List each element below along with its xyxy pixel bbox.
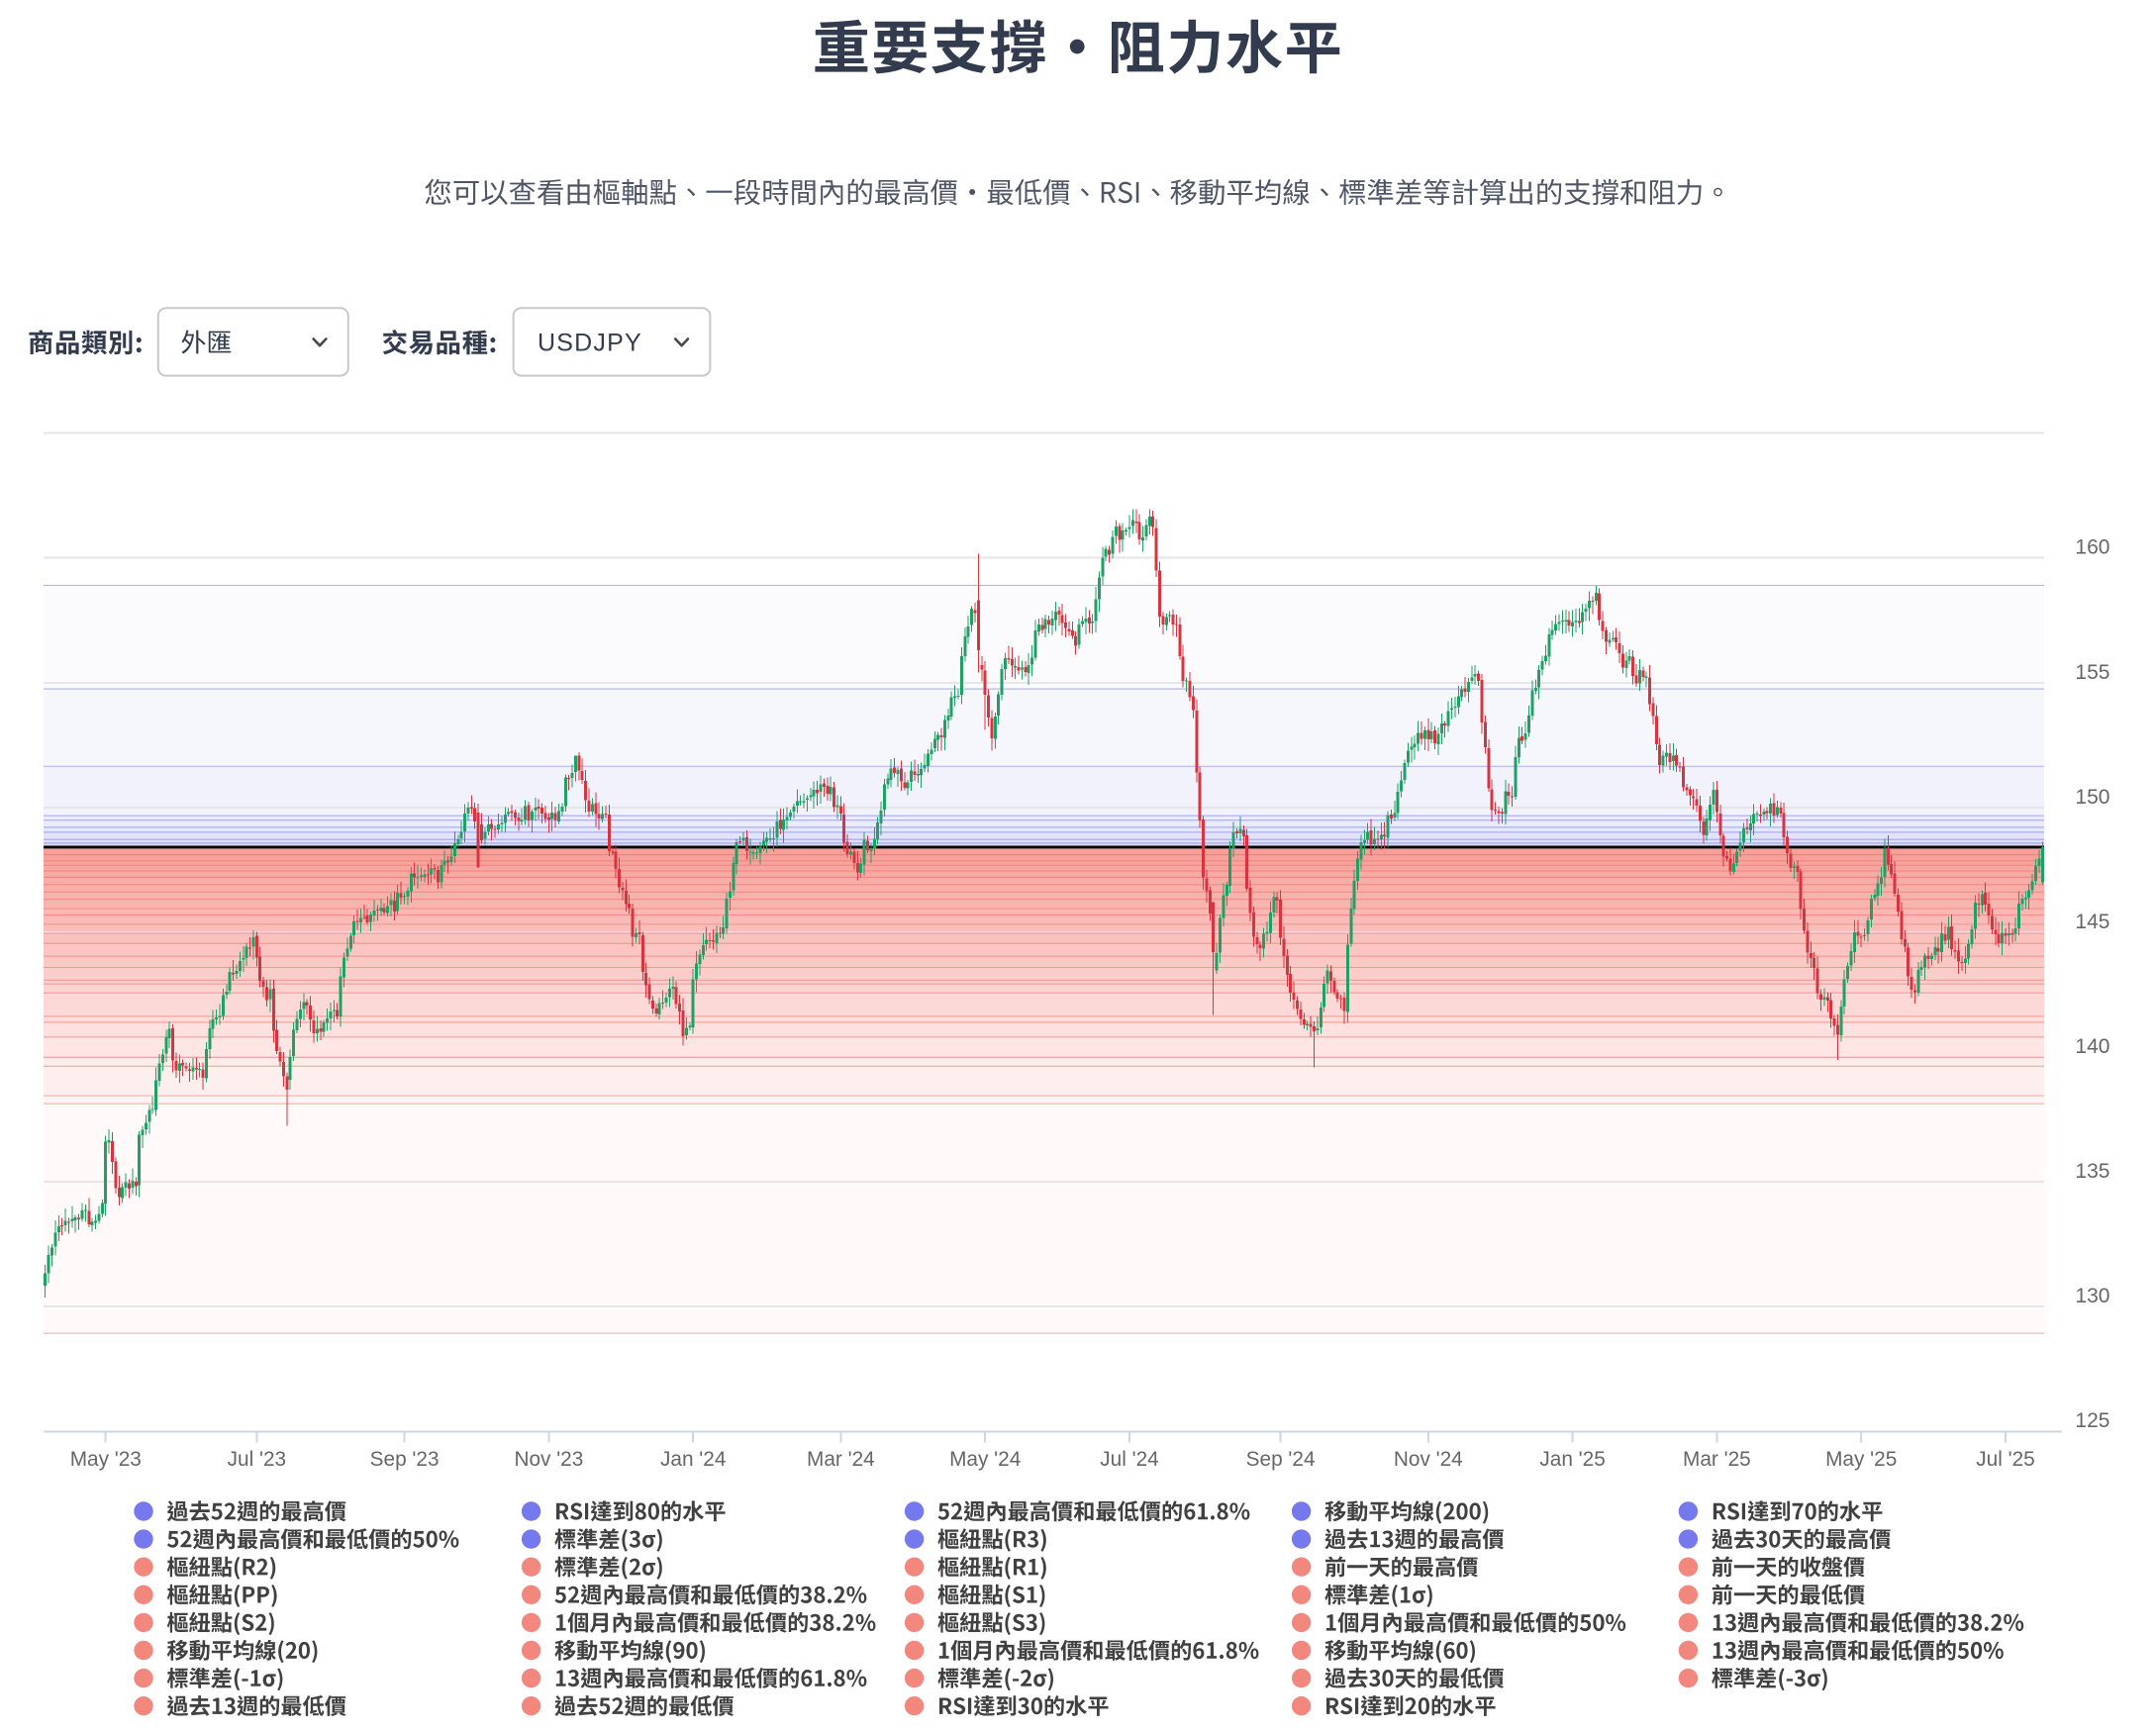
svg-text:Nov '24: Nov '24 bbox=[1394, 1448, 1463, 1471]
svg-text:Jul '24: Jul '24 bbox=[1100, 1448, 1158, 1471]
svg-text:150: 150 bbox=[2075, 786, 2109, 809]
svg-text:May '25: May '25 bbox=[1825, 1448, 1897, 1471]
svg-text:140: 140 bbox=[2075, 1035, 2109, 1058]
svg-text:160: 160 bbox=[2075, 536, 2109, 559]
svg-text:Jan '24: Jan '24 bbox=[660, 1448, 726, 1471]
svg-text:Jul '25: Jul '25 bbox=[1976, 1448, 2034, 1471]
svg-text:Sep '23: Sep '23 bbox=[370, 1448, 440, 1471]
svg-text:Sep '24: Sep '24 bbox=[1246, 1448, 1316, 1471]
svg-text:145: 145 bbox=[2075, 911, 2109, 933]
svg-text:125: 125 bbox=[2075, 1409, 2109, 1432]
svg-text:130: 130 bbox=[2075, 1285, 2109, 1307]
svg-text:Jul '23: Jul '23 bbox=[228, 1448, 286, 1471]
svg-text:Mar '24: Mar '24 bbox=[807, 1448, 875, 1471]
svg-text:Mar '25: Mar '25 bbox=[1683, 1448, 1751, 1471]
svg-text:Jan '25: Jan '25 bbox=[1539, 1448, 1605, 1471]
svg-text:155: 155 bbox=[2075, 661, 2109, 684]
svg-text:135: 135 bbox=[2075, 1160, 2109, 1183]
svg-text:Nov '23: Nov '23 bbox=[514, 1448, 583, 1471]
svg-text:May '23: May '23 bbox=[70, 1448, 142, 1471]
svg-text:May '24: May '24 bbox=[949, 1448, 1021, 1471]
svg-text:USDJPY: USDJPY bbox=[538, 330, 642, 357]
